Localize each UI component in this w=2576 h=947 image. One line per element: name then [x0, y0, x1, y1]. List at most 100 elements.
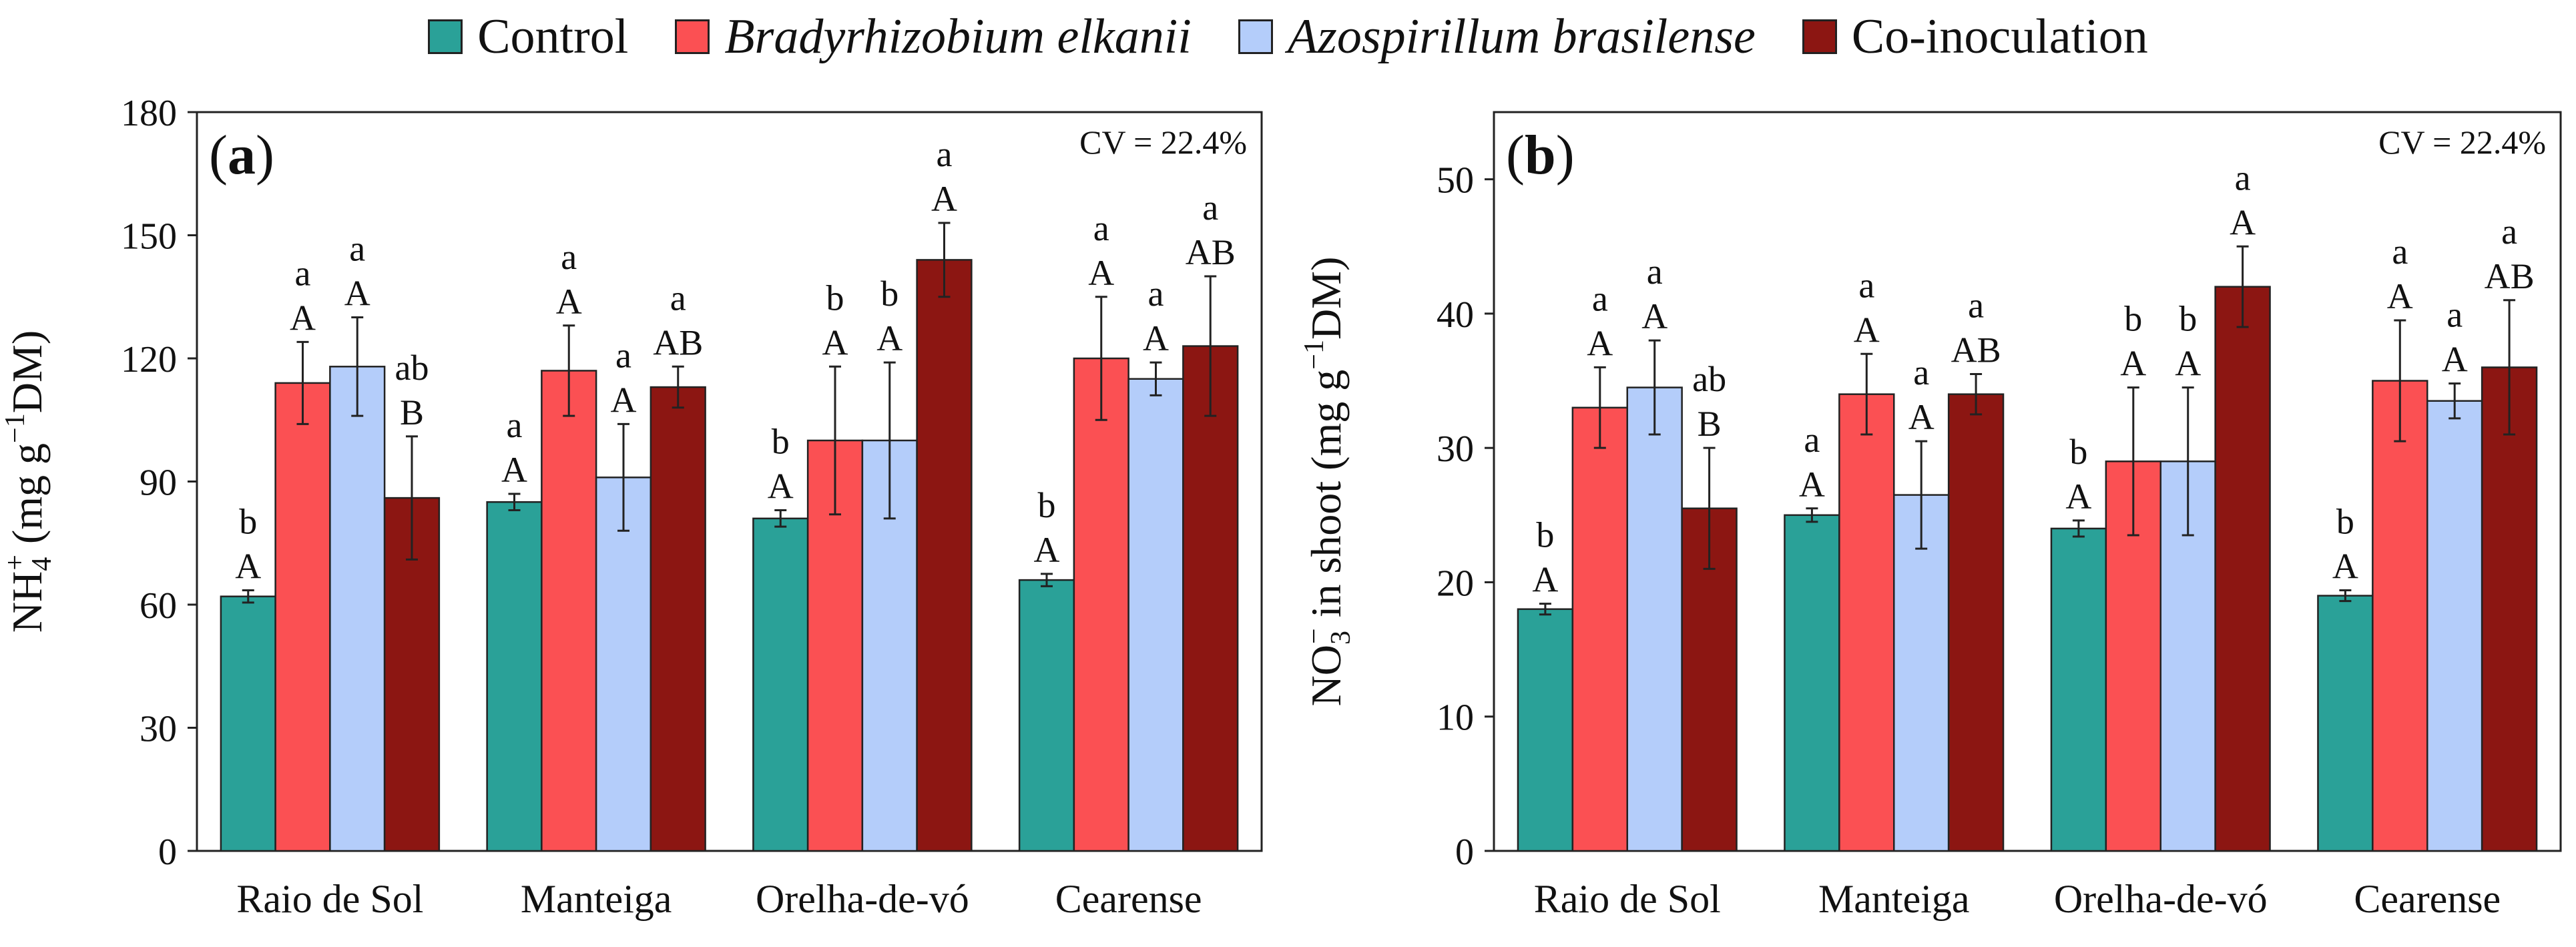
y-tick-label: 0: [158, 832, 177, 873]
y-axis-label: NH4+ (mg g−1DM): [0, 330, 57, 633]
bar-bradyrhizobium-elkanii: [2105, 460, 2162, 852]
y-tick-label: 180: [121, 93, 177, 134]
legend-label: Control: [477, 9, 629, 64]
bar-control: [2317, 595, 2374, 852]
significance-letter-upper-case: A: [2387, 276, 2413, 316]
significance-letter-upper-case: A: [1908, 397, 1935, 437]
significance-letter-upper-case: A: [876, 318, 903, 358]
y-tick-label: 10: [1437, 697, 1474, 739]
significance-letter-lower-case: a: [2392, 232, 2408, 272]
significance-letter-lower-case: ab: [1692, 359, 1726, 399]
significance-letter-upper-case: A: [2175, 344, 2201, 384]
bar-co-inoculation: [1182, 345, 1239, 852]
significance-letter-lower-case: a: [2235, 157, 2251, 198]
bar-bradyrhizobium-elkanii: [541, 370, 597, 852]
legend-item: Co-inoculation: [1802, 9, 2148, 65]
significance-letter-upper-case: A: [1088, 253, 1114, 293]
y-tick-label: 50: [1437, 160, 1474, 202]
significance-letter-lower-case: a: [2446, 295, 2463, 335]
significance-letter-lower-case: a: [507, 405, 523, 445]
significance-letter-lower-case: a: [1968, 285, 1984, 325]
significance-letter-upper-case: A: [501, 450, 527, 490]
legend-swatch: [675, 19, 710, 54]
significance-letter-upper-case: AB: [1186, 232, 1236, 272]
panel-label: (b): [1506, 124, 1575, 186]
x-category-label: Cearense: [1055, 877, 1202, 921]
significance-letter-lower-case: a: [561, 237, 577, 277]
significance-letter-upper-case: A: [2065, 477, 2091, 517]
significance-letter-lower-case: a: [1858, 265, 1874, 305]
significance-letter-upper-case: B: [400, 392, 424, 432]
bar-co-inoculation: [2481, 366, 2538, 852]
bar-bradyrhizobium-elkanii: [1571, 406, 1629, 852]
significance-letter-upper-case: AB: [653, 322, 703, 362]
significance-letter-lower-case: b: [239, 501, 257, 541]
significance-letter-lower-case: b: [2124, 299, 2142, 339]
y-tick-label: 90: [140, 462, 177, 504]
significance-letter-upper-case: A: [1532, 560, 1558, 600]
significance-letter-upper-case: A: [290, 298, 316, 338]
bar-co-inoculation: [650, 386, 706, 852]
significance-letter-upper-case: A: [931, 179, 957, 219]
significance-letter-upper-case: A: [2230, 202, 2256, 242]
bar-control: [486, 501, 543, 852]
significance-letter-lower-case: b: [2069, 432, 2087, 472]
cv-label: CV = 22.4%: [2378, 123, 2546, 161]
significance-letter-upper-case: A: [2442, 340, 2468, 380]
significance-letter-upper-case: B: [1698, 404, 1722, 444]
legend: Control Bradyrhizobium elkanii Azospirillu…: [0, 0, 2576, 73]
bar-co-inoculation: [1947, 393, 2005, 852]
significance-letter-lower-case: b: [1038, 485, 1056, 525]
significance-letter-upper-case: A: [610, 380, 636, 420]
significance-letter-upper-case: A: [1587, 323, 1613, 363]
significance-letter-upper-case: A: [768, 466, 794, 507]
bar-control: [752, 517, 809, 852]
significance-letter-upper-case: A: [344, 274, 370, 314]
y-axis-label: NO3− in shoot (mg g−1DM): [1299, 257, 1356, 707]
x-category-label: Raio de Sol: [236, 877, 423, 921]
bar-control: [1784, 514, 1840, 852]
y-tick-label: 150: [121, 216, 177, 258]
bar-azospirillum-brasilense: [1127, 378, 1184, 852]
significance-letter-upper-case: A: [556, 282, 582, 322]
x-category-label: Orelha-de-vó: [2054, 877, 2268, 921]
plot-frame: [1493, 111, 2562, 852]
legend-item: Bradyrhizobium elkanii: [675, 9, 1192, 65]
chart-panel-a: 0 30 60 90 120 150 180 NH4+ (mg g−1DM) (a) CV = 2…: [0, 93, 1263, 921]
y-tick-label: 60: [140, 585, 177, 627]
significance-letter-lower-case: a: [1148, 274, 1164, 314]
chart-panel-b: 0 10 20 30 40 50 NO3− in shoot (mg g−1DM) (b) CV…: [1299, 111, 2562, 921]
bar-azospirillum-brasilense: [1893, 494, 1950, 852]
significance-letter-upper-case: A: [2120, 344, 2146, 384]
x-category-label: Orelha-de-vó: [756, 877, 969, 921]
x-category-label: Raio de Sol: [1534, 877, 1721, 921]
bar-azospirillum-brasilense: [1626, 386, 1683, 852]
x-category-label: Manteiga: [1818, 877, 1970, 921]
significance-letter-lower-case: b: [2179, 299, 2197, 339]
bar-bradyrhizobium-elkanii: [2372, 380, 2428, 852]
legend-swatch: [1802, 19, 1837, 54]
x-category-label: Cearense: [2354, 877, 2501, 921]
y-tick-label: 30: [140, 709, 177, 750]
bar-azospirillum-brasilense: [329, 366, 386, 852]
legend-swatch: [1238, 19, 1273, 54]
significance-letter-upper-case: A: [2332, 547, 2358, 587]
bar-azospirillum-brasilense: [2426, 400, 2483, 852]
significance-letter-lower-case: b: [1536, 515, 1554, 555]
bar-bradyrhizobium-elkanii: [1838, 393, 1895, 852]
bar-bradyrhizobium-elkanii: [274, 382, 331, 852]
legend-swatch: [428, 19, 463, 54]
significance-letter-lower-case: b: [826, 278, 844, 318]
significance-letter-lower-case: a: [295, 253, 311, 293]
significance-letter-upper-case: A: [235, 546, 261, 586]
significance-letter-upper-case: AB: [2485, 256, 2535, 296]
y-tick-label: 20: [1437, 563, 1474, 604]
bar-co-inoculation: [916, 259, 973, 852]
significance-letter-upper-case: A: [1641, 296, 1667, 336]
significance-letter-lower-case: b: [880, 274, 898, 314]
bar-control: [2050, 527, 2107, 852]
y-tick-label: 40: [1437, 294, 1474, 336]
significance-letter-lower-case: a: [615, 335, 631, 375]
panel-label: (a): [209, 124, 274, 186]
